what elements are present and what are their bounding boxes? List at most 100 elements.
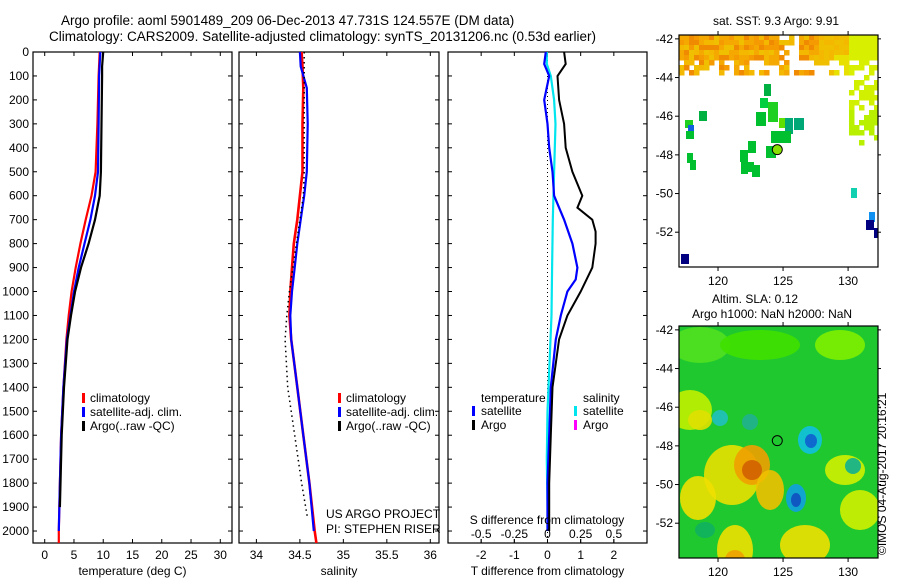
sst-pixel — [854, 50, 860, 56]
y-tick-label: 400 — [9, 141, 29, 155]
sst-pixel — [694, 50, 700, 56]
sst-pixel — [814, 35, 820, 41]
sst-pixel — [749, 45, 755, 51]
sst-pixel — [784, 65, 790, 71]
sst-pixel — [869, 95, 875, 101]
sst-pixel — [684, 60, 690, 66]
sst-pixel — [874, 120, 878, 126]
sst-pixel — [849, 110, 855, 116]
legend-swatch — [472, 406, 475, 416]
sst-pixel — [689, 55, 695, 61]
sst-pixel — [814, 40, 820, 46]
sst-pixel — [739, 35, 745, 41]
y-tick-label: 1200 — [2, 332, 29, 346]
sst-pixel — [744, 55, 750, 61]
sst-pixel — [749, 35, 755, 41]
sla-anomaly-blob — [780, 525, 830, 558]
sst-pixel — [759, 45, 765, 51]
sst-pixel — [799, 55, 805, 61]
sst-pixel — [779, 55, 785, 61]
sst-pixel — [829, 50, 835, 56]
sst-pixel — [874, 110, 878, 116]
sst-pixel — [681, 254, 689, 264]
sst-pixel — [769, 45, 775, 51]
sst-pixel — [849, 45, 855, 51]
sst-pixel — [839, 60, 845, 66]
sst-pixel — [824, 50, 830, 56]
sst-pixel — [829, 40, 835, 46]
sst-pixel — [774, 50, 780, 56]
sst-pixel — [724, 65, 730, 71]
sst-pixel — [864, 95, 870, 101]
sst-pixel — [834, 50, 840, 56]
sst-pixel — [789, 40, 795, 46]
sst-map-pixels — [679, 35, 878, 264]
sst-pixel — [724, 35, 730, 41]
sst-pixel — [729, 45, 735, 51]
sst-pixel — [699, 40, 705, 46]
sst-pixel — [719, 70, 725, 76]
sst-pixel — [739, 60, 745, 66]
sst-pixel — [859, 40, 865, 46]
sst-pixel — [679, 40, 685, 46]
sst-pixel — [819, 45, 825, 51]
sst-pixel — [844, 40, 850, 46]
x-tick-label: 36 — [424, 548, 438, 562]
legend-label: climatology — [346, 391, 406, 405]
sst-pixel — [874, 35, 878, 41]
sst-pixel — [759, 40, 765, 46]
y-tick-label: 1800 — [2, 476, 29, 490]
salinity-series-1 — [289, 51, 315, 532]
sst-pixel — [704, 40, 710, 46]
sst-pixel — [769, 60, 775, 66]
sst-pixel — [679, 55, 685, 61]
salinity-series-2 — [284, 52, 309, 520]
sst-pixel — [769, 55, 775, 61]
sst-pixel — [804, 70, 810, 76]
sst-pixel — [804, 45, 810, 51]
lon-tick-label: 120 — [708, 274, 728, 288]
sst-pixel — [741, 162, 748, 174]
sst-pixel — [849, 70, 855, 76]
sst-pixel — [699, 55, 705, 61]
sst-pixel — [864, 75, 870, 81]
sst-pixel — [869, 45, 875, 51]
sst-pixel — [704, 60, 710, 66]
sst-pixel — [854, 80, 860, 86]
sst-pixel — [744, 65, 750, 71]
sst-pixel — [869, 212, 875, 222]
sst-pixel — [771, 131, 791, 143]
legend-label: satellite-adj. clim. — [346, 405, 438, 419]
sst-pixel — [869, 115, 875, 121]
sst-pixel — [704, 50, 710, 56]
sla-map-field — [679, 326, 878, 558]
sst-pixel — [704, 35, 710, 41]
sst-map-frame — [678, 34, 879, 268]
sst-pixel — [764, 84, 771, 96]
sst-pixel — [859, 105, 865, 111]
legend-label: satellite — [583, 404, 624, 418]
x-tick-label: -1 — [509, 548, 520, 562]
y-tick-label: 300 — [9, 117, 29, 131]
sla-anomaly-blob — [791, 493, 801, 507]
sst-pixel — [829, 70, 835, 76]
sla-anomaly-blob — [742, 414, 758, 430]
sla-anomaly-blob — [712, 410, 728, 426]
sst-pixel — [694, 35, 700, 41]
sst-pixel — [859, 60, 865, 66]
sst-pixel — [844, 35, 850, 41]
sst-map-axes: -42 -44 -46 -48 -50 -52 120 125 130 — [656, 31, 881, 288]
sst-pixel — [844, 55, 850, 61]
x-axis-label: temperature (deg C) — [78, 564, 186, 578]
x-tick-label: 0 — [544, 548, 551, 562]
sst-pixel — [689, 40, 695, 46]
sst-pixel — [854, 45, 860, 51]
sst-pixel — [769, 50, 775, 56]
sst-pixel — [819, 40, 825, 46]
sst-pixel — [689, 70, 695, 76]
legend-label: climatology — [90, 391, 150, 405]
sst-pixel — [849, 105, 855, 111]
sst-pixel — [829, 35, 835, 41]
lat-tick-label: -50 — [656, 187, 674, 201]
argo-float-marker — [771, 435, 783, 447]
